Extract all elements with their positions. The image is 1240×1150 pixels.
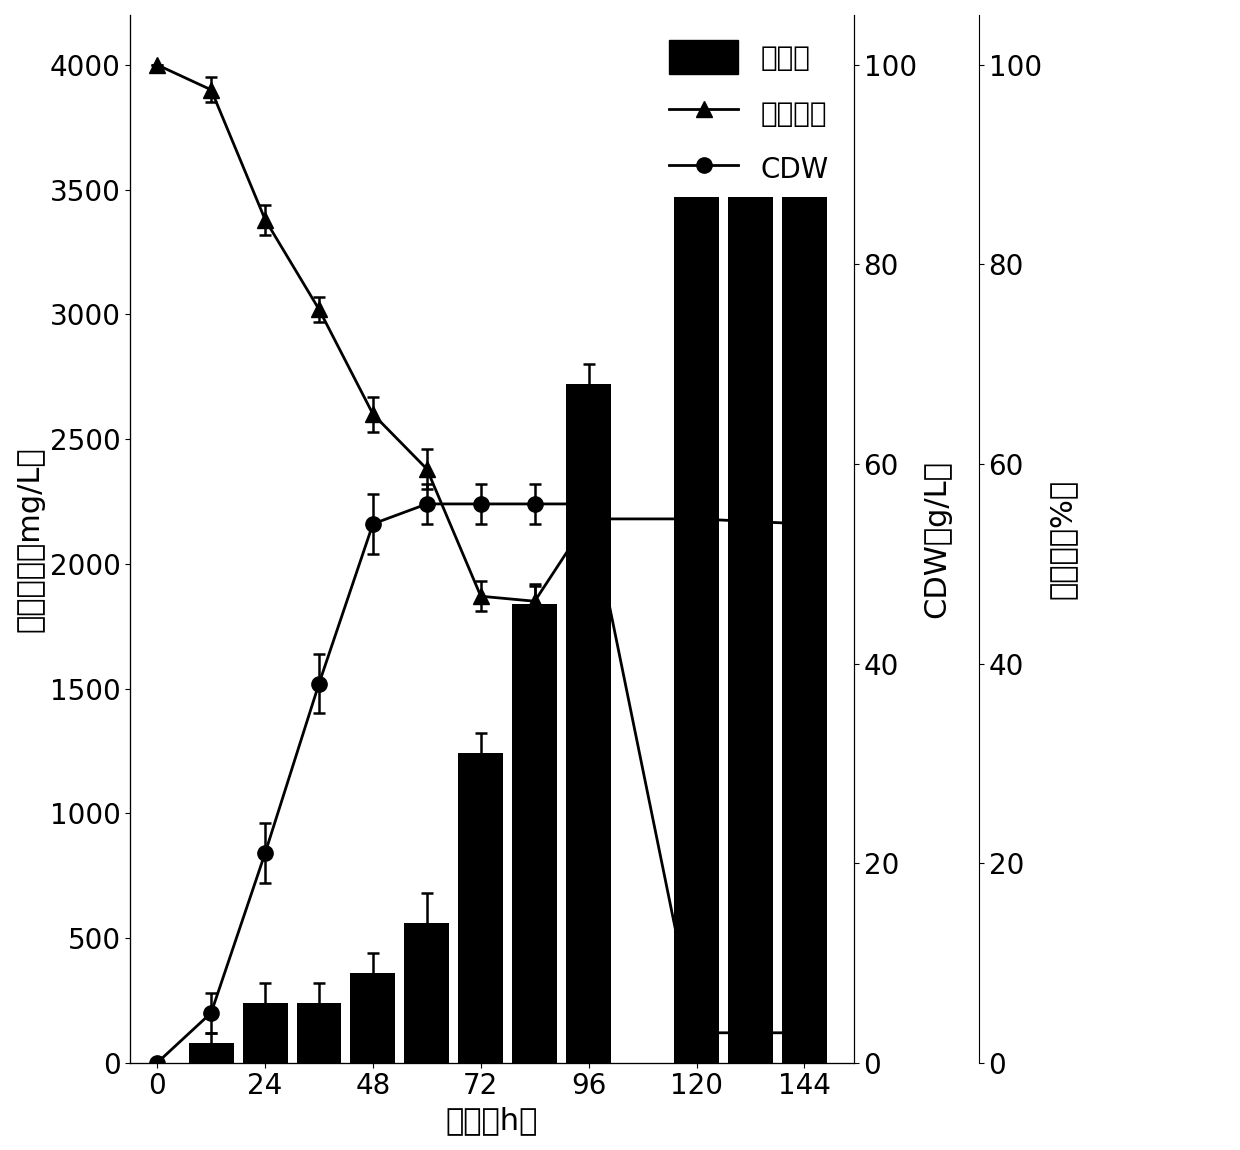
Bar (296, 1003, 341, 1063)
Bar (675, 175, 719, 1063)
Bar (512, 604, 557, 1063)
Legend: 脱氮率, 残余总氮, CDW: 脱氮率, 残余总氮, CDW (657, 29, 839, 197)
Bar (459, 753, 503, 1063)
Bar (243, 1003, 288, 1063)
X-axis label: 时间（h）: 时间（h） (446, 1106, 538, 1135)
Y-axis label: 脱氮率（%）: 脱氮率（%） (1048, 478, 1076, 599)
Bar (404, 923, 449, 1063)
Y-axis label: 残余总氮（mg/L）: 残余总氮（mg/L） (15, 446, 43, 631)
Bar (567, 384, 611, 1063)
Bar (728, 105, 773, 1063)
Y-axis label: CDW（g/L）: CDW（g/L） (923, 460, 951, 618)
Bar (188, 1043, 233, 1063)
Bar (782, 94, 827, 1063)
Bar (351, 973, 396, 1063)
